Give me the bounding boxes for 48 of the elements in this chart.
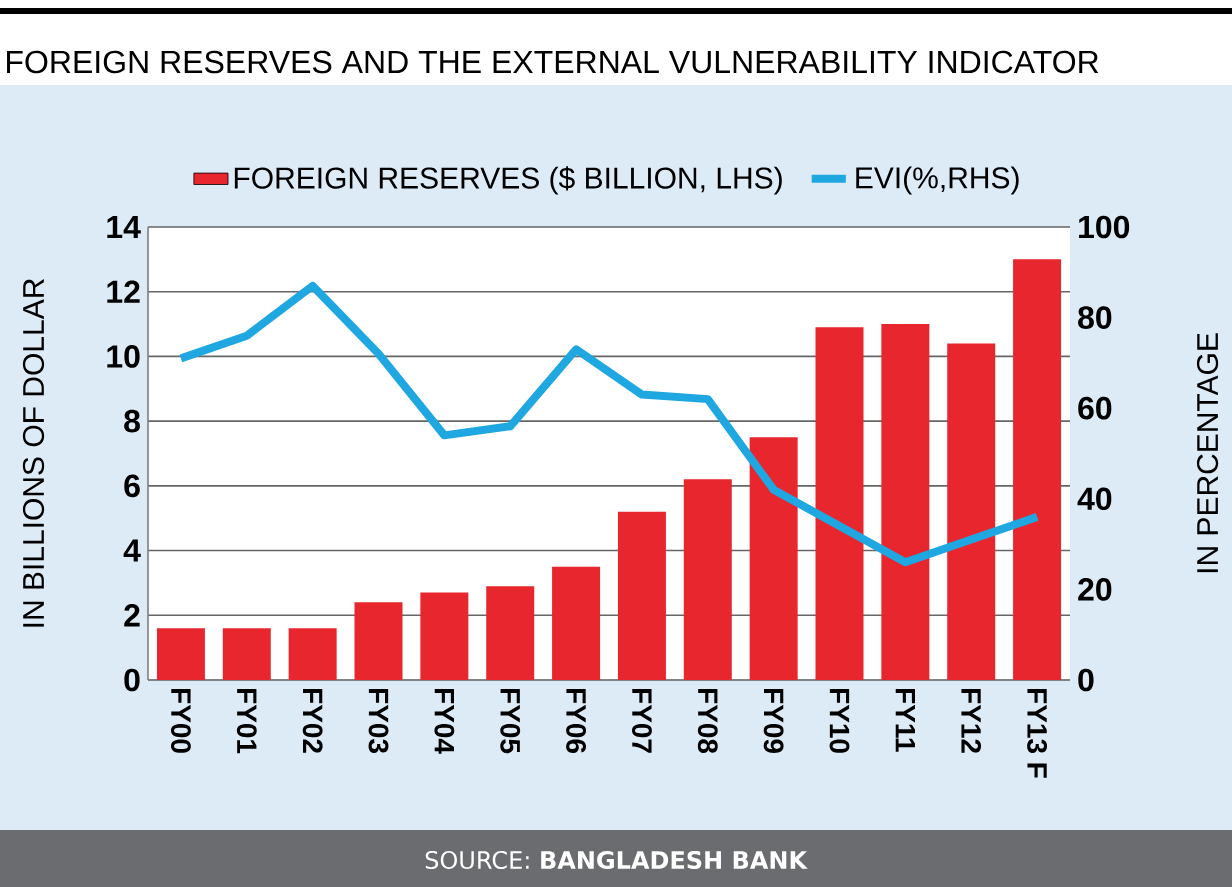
y-tick-label: 8 (124, 409, 140, 433)
legend-label: EVI(%,RHS) (856, 166, 1019, 195)
x-tick-label: FY07 (632, 688, 652, 753)
legend-label: FOREIGN RESERVES ($ BILLION, LHS) (234, 166, 782, 195)
x-tick-label: FY10 (829, 688, 850, 753)
bar (552, 566, 601, 680)
bar (683, 479, 732, 680)
bar (420, 592, 469, 680)
y2-tick-label: 80 (1078, 306, 1112, 329)
bar (815, 327, 864, 680)
bar (222, 628, 271, 680)
bar (486, 586, 535, 680)
y2-tick-label: 0 (1078, 668, 1094, 692)
bar (947, 343, 996, 680)
y2-tick-label: 100 (1079, 215, 1130, 239)
y2-tick-label: 60 (1078, 396, 1112, 420)
x-tick-label: FY06 (566, 688, 587, 753)
y-tick-label: 6 (124, 474, 140, 498)
bar (881, 324, 930, 680)
x-tick-label: FY00 (171, 688, 191, 753)
chart-title: FOREIGN RESERVES AND THE EXTERNAL VULNERABILITY INDICATOR (7, 50, 1099, 74)
x-tick-label: FY05 (500, 688, 521, 754)
x-tick-label: FY08 (697, 688, 718, 754)
y-tick-label: 10 (107, 345, 140, 368)
x-tick-label: FY02 (302, 688, 323, 753)
x-tick-label: FY03 (368, 688, 389, 753)
y2-axis-title: IN PERCENTAGE (1196, 333, 1219, 573)
y-tick-label: 0 (124, 668, 140, 692)
y-axis-title: IN BILLIONS OF DOLLAR (22, 279, 45, 627)
y2-tick-label: 20 (1078, 578, 1112, 601)
x-tick-label: FY12 (961, 688, 982, 753)
x-tick-label: FY13 F (1027, 688, 1048, 778)
x-tick-label: FY04 (434, 688, 455, 754)
bar (288, 628, 337, 680)
bar (156, 628, 205, 680)
y-tick-label: 2 (124, 604, 140, 627)
y-tick-label: 14 (107, 215, 141, 238)
y-tick-label: 4 (123, 539, 141, 562)
source-note: SOURCE: BANGLADESH BANK (425, 850, 808, 870)
x-tick-label: FY11 (895, 688, 915, 752)
x-tick-label: FY01 (236, 688, 257, 754)
y-tick-label: 12 (107, 280, 140, 303)
x-tick-label: FY09 (763, 688, 784, 753)
y2-tick-label: 40 (1077, 487, 1112, 511)
bar (617, 511, 666, 680)
bar (354, 602, 403, 680)
bar (1013, 259, 1062, 680)
bar (749, 437, 798, 680)
